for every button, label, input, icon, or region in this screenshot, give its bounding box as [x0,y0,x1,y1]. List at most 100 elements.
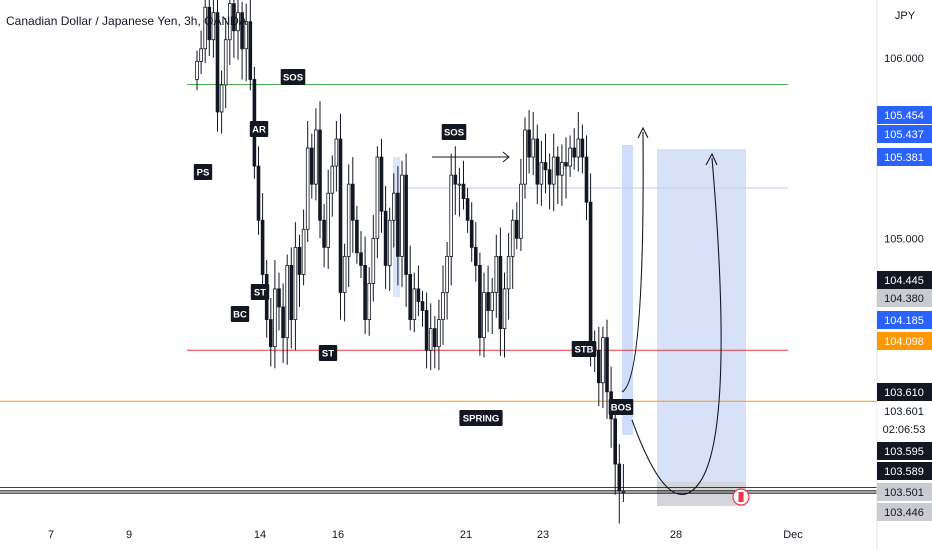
candle-body [556,156,560,176]
candle-body [465,198,470,221]
candle-body [453,174,458,185]
candle-body [260,219,265,275]
annotation-label: AR [252,125,266,136]
annotation-bg [250,284,270,300]
projection-arrow-2-head [705,152,718,166]
candle-body [391,192,396,221]
candle-body [424,310,429,351]
annotation-bg [571,341,597,357]
stop-box [657,482,746,506]
price-label-bg [877,125,932,143]
candle-body [416,288,421,302]
candle-body [277,288,281,308]
annotations-layer: PS SOS AR SOS ST BC ST STB BOS SPRING [193,69,750,506]
candle-body [588,201,593,348]
candle-body [236,12,240,32]
candle-body [404,174,408,275]
candle-body [478,265,482,339]
candle-body [449,174,453,257]
candle-body [506,255,511,290]
candle-body [268,319,273,348]
annotation-label: SPRING [463,414,499,425]
candle-body [199,48,203,62]
price-label-bg [877,106,932,124]
x-tick-label: 23 [537,529,549,541]
candle-body [523,129,527,185]
candle-body [256,165,261,221]
candle-body [301,228,306,275]
y-tick-label: 106.000 [884,53,924,65]
candle-body [309,147,314,185]
price-label: 104.098 [884,336,924,348]
annotation-label: STB [575,345,594,356]
candle-body [502,288,507,330]
candle-body [375,156,380,239]
candle-body [613,418,617,465]
candle-body [490,292,494,311]
candle-body [363,265,367,320]
candle-body [457,183,462,186]
price-label-bg [877,148,932,166]
candle-body [535,138,540,185]
target-box [657,149,746,482]
candle-body [461,183,466,200]
price-label: 105.437 [884,129,924,141]
annotation-label: BOS [611,403,632,414]
candle-body [289,265,294,320]
candle-body [473,246,478,266]
candle-body [318,129,322,221]
candle-body [428,328,433,351]
price-label-bg [877,503,932,521]
price-label: 105.454 [884,110,924,122]
annotation-bg [193,164,213,180]
candle-body [240,12,244,50]
x-tick-label: 7 [48,529,54,541]
price-label-bg [877,462,932,480]
candle-body [560,162,564,176]
candle-body [547,169,552,185]
candle-body [297,246,302,275]
price-label-bg [877,483,932,501]
candle-body [551,156,556,185]
candle-body [519,183,523,239]
candle-body [400,174,404,257]
candle-body [420,301,425,311]
candle-body [334,138,339,167]
price-label: 103.595 [884,446,924,458]
price-label: 103.601 [884,406,924,418]
candle-body [211,12,216,41]
candle-body [539,162,544,185]
price-label: 104.380 [884,293,924,305]
candle-body [342,255,347,293]
price-label-bg [877,420,932,438]
candle-body [203,6,208,50]
candle-body [408,274,412,320]
candle-body [346,183,351,257]
drawing-layer [0,84,877,506]
candle-body [482,292,486,339]
candle-body [355,219,359,254]
highlight-strip-right [622,145,633,435]
candle-body [601,337,605,384]
price-label: 02:06:53 [883,424,926,436]
candle-body [576,138,581,158]
annotation-bg [249,121,269,137]
candle-body [572,147,576,158]
price-label-bg [877,271,932,289]
price-label-bg [877,383,932,401]
annotation-bg [280,69,306,85]
candle-body [219,84,224,113]
price-label-bg [877,442,932,460]
chart-title: Canadian Dollar / Japanese Yen, 3h, OAND… [6,14,247,28]
annotation-label: PS [197,168,210,179]
annotation-label: SOS [444,128,464,139]
candle-body [498,255,503,330]
candle-body [305,147,310,230]
price-label: 104.185 [884,315,924,327]
time-axis: 7 9 14 16 21 23 28 Dec [48,529,803,541]
price-label-bg [877,332,932,350]
annotation-label: BC [233,310,247,321]
candle-body [527,129,531,158]
